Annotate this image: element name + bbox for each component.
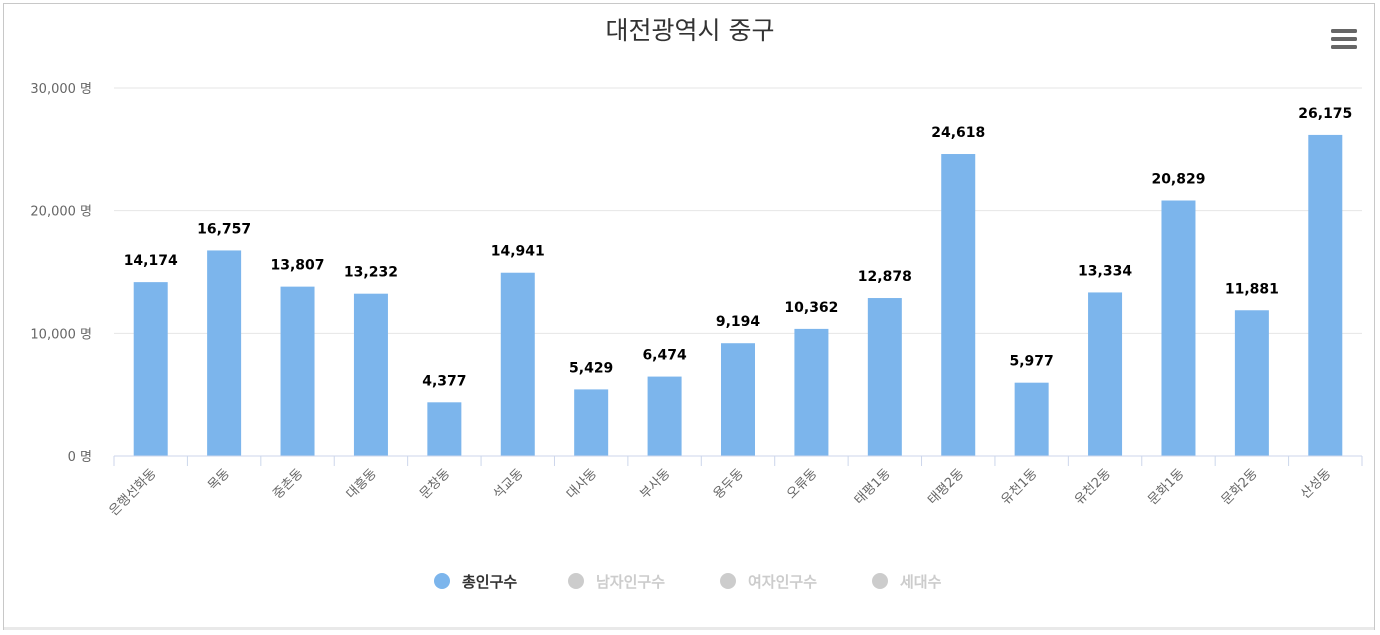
legend-item[interactable]: 여자인구수 [720,573,817,591]
data-label: 9,194 [716,314,761,330]
data-label: 16,757 [197,221,251,237]
bar[interactable] [353,293,388,456]
y-tick-label: 10,000 명 [30,327,92,342]
x-tick-label: 오류동 [784,466,820,502]
y-tick-label: 30,000 명 [30,82,92,97]
x-tick-label: 태평1동 [852,466,894,508]
legend-marker [720,573,736,589]
x-tick-label: 문화1동 [1145,466,1187,508]
bottom-strip [4,627,1374,630]
data-label: 24,618 [931,125,985,141]
x-tick-label: 용두동 [711,466,747,502]
bar[interactable] [1014,382,1049,456]
legend-label: 총인구수 [462,573,517,591]
bar[interactable] [1088,292,1123,456]
y-axis: 0 명 10,000 명 20,000 명 30,000 명 [30,82,92,465]
bar[interactable] [794,328,829,456]
x-tick-label: 부사동 [637,466,673,502]
bar[interactable] [647,376,682,456]
chart-title: 대전광역시 중구 [606,16,775,45]
legend-item[interactable]: 남자인구수 [568,573,665,591]
legend-item[interactable]: 세대수 [872,573,942,591]
bar[interactable] [721,343,755,456]
x-tick-label: 문화2동 [1219,466,1261,508]
x-tick-label: 석교동 [491,466,527,502]
bar[interactable] [1234,310,1269,456]
legend-item[interactable]: 총인구수 [434,573,517,591]
x-tick-label: 산성동 [1298,466,1334,502]
data-label: 6,474 [642,348,687,364]
data-label: 4,377 [422,373,466,389]
bar[interactable] [574,389,609,456]
data-label: 11,881 [1225,281,1279,297]
y-tick-label: 0 명 [68,450,92,465]
x-axis: 은행선화동 목동 중촌동 대흥동 문창동 석교동 대사동 부사동 용두동 오류동 태평1동 태평2동 유… [106,455,1363,519]
data-label: 14,941 [491,244,545,260]
bar[interactable] [133,282,168,456]
menu-icon-bar [1331,45,1357,49]
data-label: 13,334 [1078,263,1132,279]
data-label: 14,174 [124,253,178,269]
bar[interactable] [867,298,902,456]
legend-marker [872,573,888,589]
legend-marker [434,573,450,589]
data-label: 5,429 [569,360,613,376]
data-label: 12,878 [858,269,912,285]
x-tick-label: 목동 [205,466,233,494]
x-tick-label: 은행선화동 [106,465,160,519]
x-tick-label: 문창동 [417,466,453,502]
legend-label: 여자인구수 [748,573,817,591]
bar[interactable] [280,286,315,456]
bar[interactable] [1161,200,1196,456]
y-tick-label: 20,000 명 [30,205,92,220]
menu-icon-bar [1331,37,1357,41]
chart-menu-button[interactable] [1326,24,1362,54]
x-tick-label: 중촌동 [270,466,306,502]
data-label: 13,807 [271,258,325,274]
x-tick-label: 대사동 [564,466,600,502]
legend-marker [568,573,584,589]
data-labels: 14,174 16,757 13,807 13,232 4,377 14,941 5,429… [124,106,1353,389]
legend: 총인구수 남자인구수 여자인구수 세대수 [434,573,942,591]
hamburger-menu-icon[interactable] [1331,29,1357,49]
x-tick-label: 대흥동 [344,466,380,502]
data-label: 10,362 [784,300,838,316]
data-label: 26,175 [1298,106,1352,122]
menu-icon-bar [1331,29,1357,33]
x-tick-label: 태평2동 [925,466,967,508]
grid-lines [114,87,1362,334]
bar[interactable] [207,250,242,456]
legend-label: 세대수 [900,573,942,591]
bar-series [133,134,1343,457]
bar[interactable] [941,154,976,456]
data-label: 5,977 [1009,354,1053,370]
legend-label: 남자인구수 [596,573,665,591]
bar[interactable] [500,272,535,456]
data-label: 13,232 [344,265,398,281]
bar[interactable] [1308,134,1343,457]
bar[interactable] [427,402,462,456]
data-label: 20,829 [1151,171,1205,187]
x-tick-label: 유천1동 [999,466,1041,508]
x-tick-label: 유천2동 [1072,466,1114,508]
